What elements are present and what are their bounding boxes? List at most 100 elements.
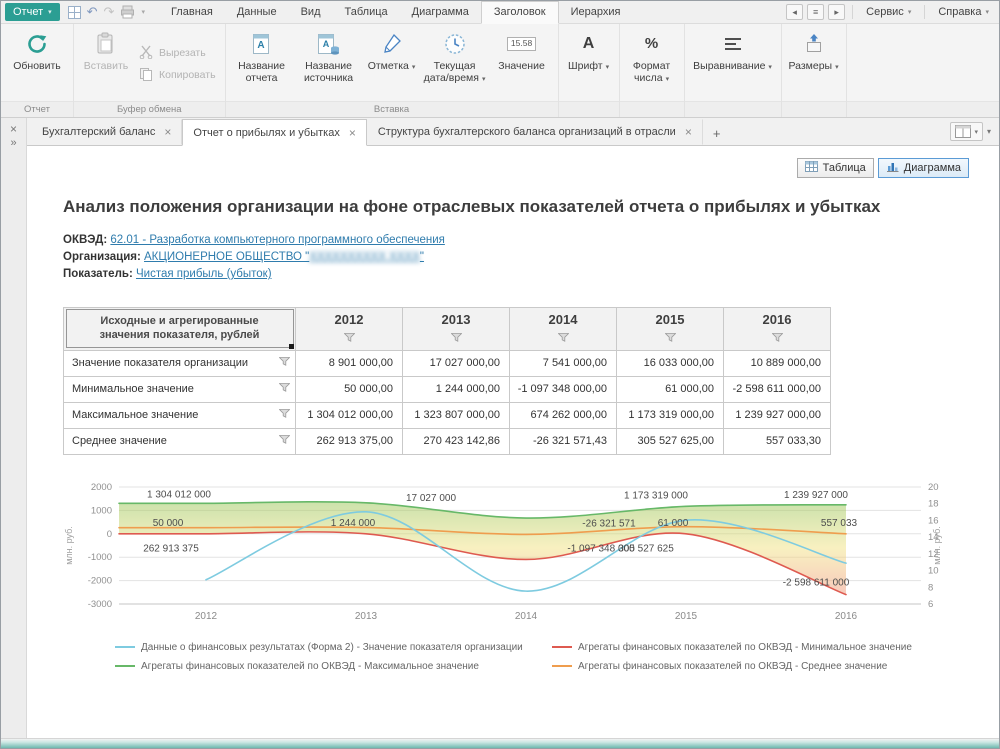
ribbon-tab-Вид[interactable]: Вид [300, 5, 321, 18]
legend-item: Агрегаты финансовых показателей по ОКВЭД… [552, 642, 999, 653]
chevron-down-icon[interactable]: ▾ [986, 127, 991, 136]
ribbon-tab-Таблица[interactable]: Таблица [344, 5, 388, 18]
svg-text:A: A [322, 39, 329, 49]
legend-swatch [115, 665, 135, 668]
font-icon: A [582, 34, 595, 52]
row-label-cell: Среднее значение [63, 427, 296, 455]
alignment-icon [723, 31, 743, 57]
mark-button[interactable]: Отметка ▾ [365, 27, 419, 101]
ribbon-tab-Диаграмма[interactable]: Диаграмма [411, 5, 469, 18]
cut-button[interactable]: Вырезать [139, 45, 216, 62]
source-name-button[interactable]: A Название источника [295, 27, 363, 101]
menubar-right-controls: ◂ ≡ ▸ Сервис ▾ Справка ▾ [786, 4, 995, 20]
close-icon[interactable]: × [348, 125, 356, 140]
year-header: 2013 [402, 306, 510, 351]
blurred-org-name: ХХХХХХХХХХ ХХХХ [309, 251, 420, 264]
table-view-button[interactable]: Таблица [796, 158, 874, 178]
filter-icon[interactable] [557, 329, 569, 347]
new-tab-button[interactable]: + [712, 126, 721, 141]
right-axis-tick: 14 [928, 532, 939, 543]
quick-access-toolbar: ↶ ↷ ▾ [67, 4, 145, 20]
copy-button[interactable]: Копировать [139, 67, 216, 84]
number-format-label: Формат числа [632, 60, 671, 85]
help-menu[interactable]: Справка ▾ [932, 6, 995, 18]
legend-item: Данные о финансовых результатах (Форма 2… [115, 642, 552, 653]
value-icon: 15.58 [506, 31, 537, 57]
close-icon[interactable]: × [684, 125, 692, 139]
close-icon[interactable]: × [164, 125, 172, 139]
expand-panel-icon[interactable]: » [10, 137, 17, 149]
report-name-button[interactable]: A Название отчета [231, 27, 293, 101]
ribbon-tab-Главная[interactable]: Главная [170, 5, 213, 18]
chevron-down-icon[interactable]: ▾ [141, 9, 145, 16]
value-cell: -2 598 611 000,00 [723, 375, 831, 403]
alignment-button[interactable]: Выравнивание ▾ [690, 27, 776, 101]
ribbon-group-report: Обновить Отчет [1, 24, 74, 117]
ribbon-tab-Данные[interactable]: Данные [236, 5, 277, 18]
refresh-button[interactable]: Обновить [6, 27, 68, 101]
right-axis-tick: 16 [928, 515, 939, 526]
chevron-down-icon: ▾ [48, 9, 52, 16]
filter-icon[interactable] [278, 383, 291, 395]
side-strip: × » [1, 118, 27, 738]
data-label: 50 000 [153, 518, 184, 529]
print-icon[interactable] [120, 5, 135, 19]
report-name-label: Название отчета [238, 60, 285, 85]
list-icon[interactable]: ≡ [807, 4, 825, 20]
right-axis-tick: 10 [928, 565, 939, 576]
alignment-label: Выравнивание [693, 60, 766, 72]
organization-link[interactable]: АКЦИОНЕРНОЕ ОБЩЕСТВО "ХХХХХХХХХХ ХХХХ" [144, 251, 424, 264]
mark-label: Отметка [367, 60, 409, 72]
filter-icon[interactable] [343, 329, 355, 347]
undo-icon[interactable]: ↶ [86, 4, 98, 19]
chevron-right-icon[interactable]: ▸ [828, 4, 846, 20]
service-menu-label: Сервис [866, 6, 904, 18]
group-label-report: Отчет [1, 101, 73, 117]
filter-icon[interactable] [278, 409, 291, 421]
filter-icon[interactable] [278, 357, 291, 369]
filter-icon[interactable] [450, 329, 462, 347]
group-label-font [558, 101, 619, 117]
new-grid-icon[interactable] [67, 5, 81, 19]
close-icon[interactable]: × [9, 122, 17, 136]
ribbon-tab-Заголовок[interactable]: Заголовок [480, 1, 559, 24]
mark-icon [381, 31, 403, 57]
report-menu-button[interactable]: Отчет ▾ [5, 3, 60, 21]
series-line-max [118, 500, 847, 519]
chevron-down-icon: ▾ [481, 76, 486, 84]
legend-item: Агрегаты финансовых показателей по ОКВЭД… [115, 661, 552, 672]
doc-tab[interactable]: Бухгалтерский баланс × [31, 119, 183, 145]
chevron-left-icon[interactable]: ◂ [786, 4, 804, 20]
filter-icon[interactable] [278, 435, 291, 447]
row-label: Значение показателя организации [72, 357, 249, 370]
okved-label: ОКВЭД: [63, 234, 108, 247]
table-corner-header: Исходные и агрегированные значения показ… [63, 306, 296, 351]
doc-tab[interactable]: Структура бухгалтерского баланса организ… [367, 119, 703, 145]
sizes-label: Размеры [788, 60, 833, 72]
ribbon: Обновить Отчет Вставить Вырезать [1, 24, 999, 118]
font-button[interactable]: A Шрифт ▾ [564, 27, 614, 101]
value-button[interactable]: 15.58 Значение [491, 27, 553, 101]
redo-icon[interactable]: ↷ [103, 4, 115, 19]
doc-tab[interactable]: Отчет о прибылях и убытках × [182, 119, 367, 146]
number-format-button[interactable]: % Формат числа ▾ [625, 27, 679, 101]
chart-legend: Данные о финансовых результатах (Форма 2… [115, 642, 999, 672]
service-menu[interactable]: Сервис ▾ [860, 6, 917, 18]
indicator-link[interactable]: Чистая прибыль (убыток) [135, 268, 272, 280]
x-axis-label: 2013 [355, 611, 378, 622]
left-axis-tick: -3000 [88, 599, 112, 610]
filter-icon[interactable] [664, 329, 676, 347]
okved-link[interactable]: 62.01 - Разработка компьютерного програм… [110, 234, 445, 247]
value-cell: 1 304 012 000,00 [295, 401, 403, 429]
year-header: 2016 [723, 306, 831, 351]
copy-icon [139, 67, 153, 84]
sizes-button[interactable]: Размеры ▾ [787, 27, 841, 101]
chart-view-button[interactable]: Диаграмма [877, 158, 969, 178]
layout-button[interactable]: ▾ [950, 122, 983, 141]
paste-button[interactable]: Вставить [79, 27, 133, 101]
paste-icon [95, 31, 117, 57]
current-datetime-button[interactable]: Текущая дата/время ▾ [421, 27, 489, 101]
menubar: Отчет ▾ ↶ ↷ ▾ Главная Данные Вид Таблица Диа… [1, 1, 999, 24]
ribbon-tab-Иерархия[interactable]: Иерархия [570, 5, 621, 18]
filter-icon[interactable] [771, 329, 783, 347]
